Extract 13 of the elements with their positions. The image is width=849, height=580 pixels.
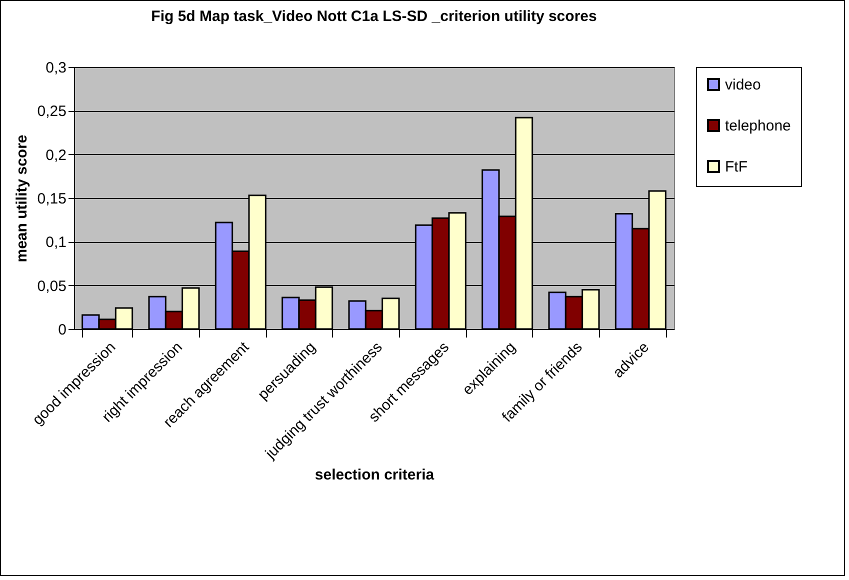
y-tick-label: 0,15 — [37, 190, 66, 208]
y-tick-label: 0,25 — [37, 103, 66, 120]
legend-label: video — [725, 76, 761, 94]
legend-label: telephone — [725, 118, 791, 134]
x-axis-title: selection criteria — [314, 466, 435, 484]
y-tick-label: 0,1 — [46, 234, 66, 252]
y-tick-label: 0,2 — [46, 146, 66, 164]
y-tick-label: 0,3 — [46, 60, 66, 76]
legend-label: FtF — [725, 158, 748, 176]
y-axis-title: mean utility score — [13, 134, 30, 262]
y-tick-label: 0 — [58, 322, 66, 338]
chart-title: Fig 5d Map task_Video Nott C1a LS-SD _criterion utility scores — [151, 8, 597, 25]
y-tick-label: 0,05 — [37, 278, 66, 295]
